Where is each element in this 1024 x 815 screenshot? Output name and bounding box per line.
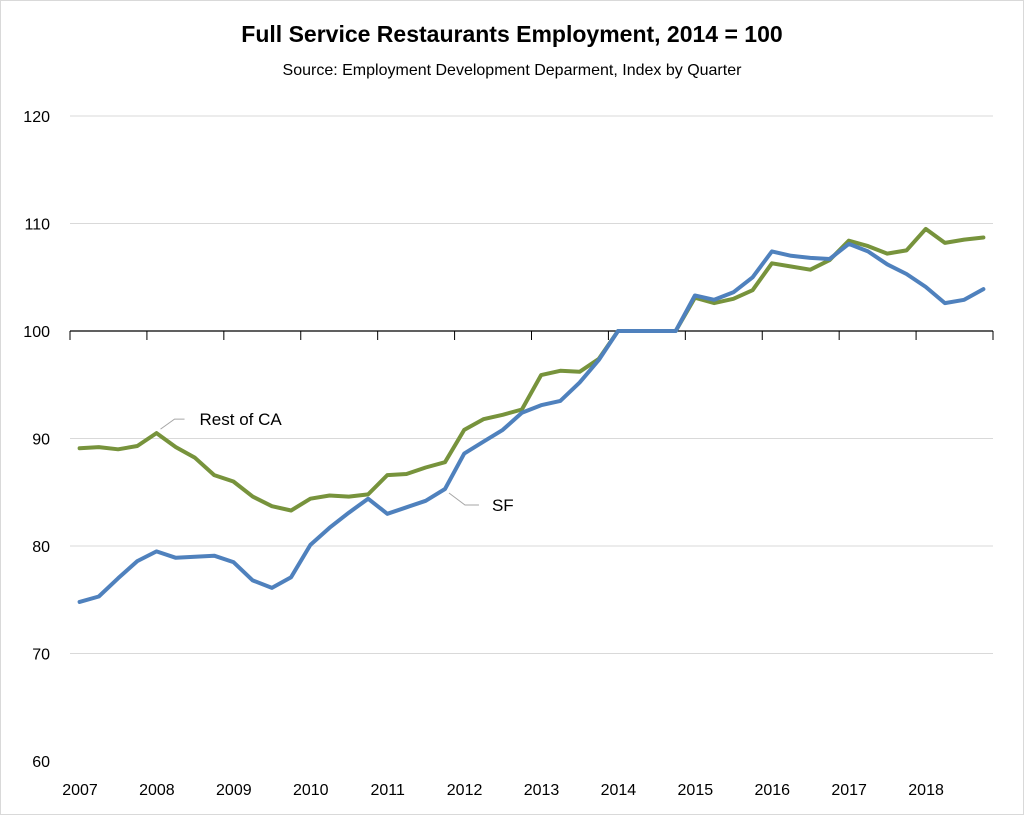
y-tick-label: 100 (23, 324, 50, 341)
rest-of-ca-leader-line (160, 418, 185, 430)
x-tick-label: 2014 (601, 782, 637, 799)
x-tick-label: 2012 (447, 782, 483, 799)
series-annotations: Rest of CA SF (160, 410, 514, 515)
series-line-rest-of-ca (77, 226, 986, 513)
x-tick-label: 2017 (831, 782, 867, 799)
x-tick-label: 2013 (524, 782, 560, 799)
series-lines (77, 226, 986, 604)
x-tick-label: 2008 (139, 782, 175, 799)
y-axis-tick-labels: 60 70 80 90 100 110 120 (23, 109, 50, 771)
x-tick-label: 2009 (216, 782, 252, 799)
sf-leader-line (448, 492, 479, 506)
y-tick-label: 120 (23, 109, 50, 126)
gridlines (70, 115, 993, 654)
y-tick-label: 110 (24, 217, 50, 234)
rest-of-ca-label: Rest of CA (200, 410, 283, 429)
y-tick-label: 70 (32, 647, 50, 664)
y-tick-label: 60 (32, 754, 50, 771)
x-tick-label: 2015 (678, 782, 714, 799)
series-line-sf (77, 241, 986, 604)
x-tick-label: 2016 (754, 782, 790, 799)
chart-title: Full Service Restaurants Employment, 201… (241, 21, 783, 47)
x-tick-label: 2007 (62, 782, 98, 799)
y-tick-label: 90 (32, 432, 50, 449)
x-tick-label: 2018 (908, 782, 944, 799)
x-axis-tick-labels: 2007 2008 2009 2010 2011 2012 2013 2014 2015 2016… (62, 782, 944, 799)
axes (69, 330, 994, 340)
sf-label: SF (492, 496, 514, 515)
x-tick-label: 2011 (370, 782, 405, 799)
chart-subtitle: Source: Employment Development Deparment… (282, 62, 742, 79)
x-tick-label: 2010 (293, 782, 329, 799)
y-tick-label: 80 (32, 539, 50, 556)
